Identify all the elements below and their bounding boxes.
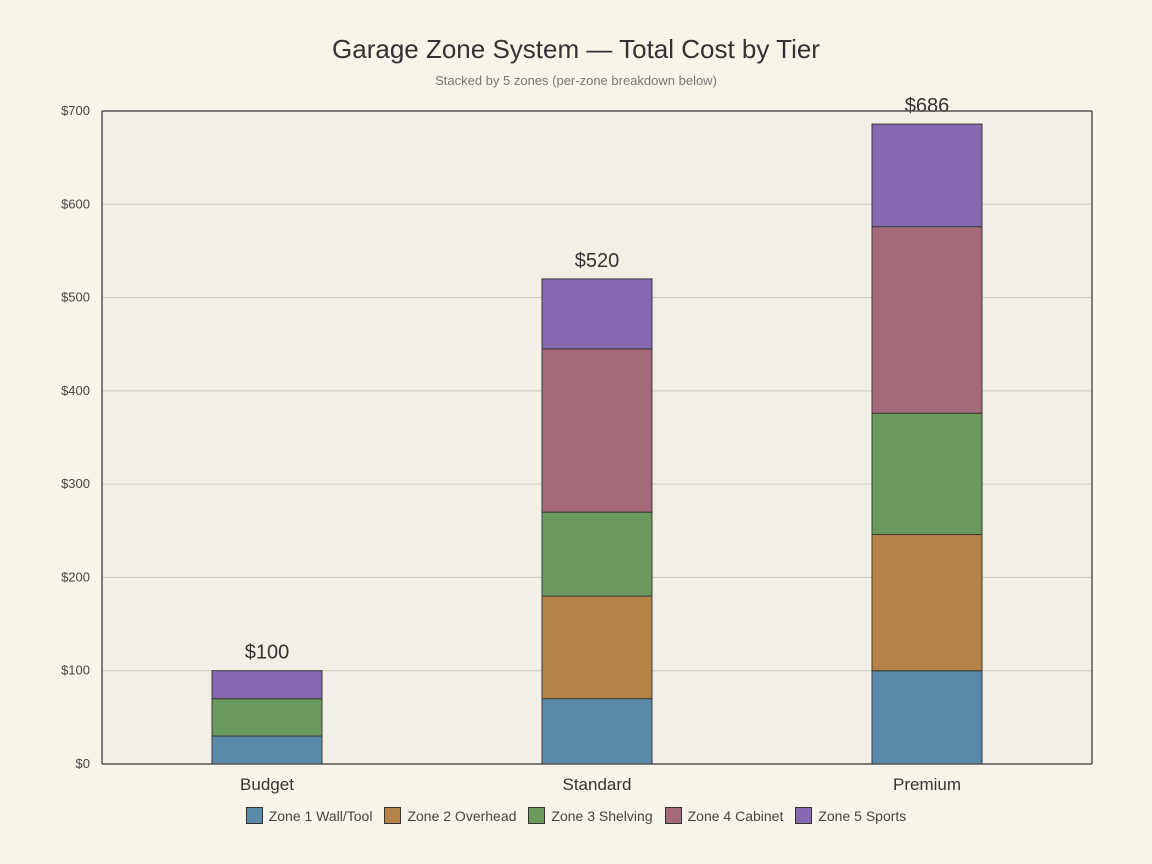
legend-swatch	[384, 807, 402, 824]
legend-item: Zone 2 Overhead	[384, 807, 516, 824]
y-tick-label: $600	[61, 196, 90, 211]
bar-segment	[541, 278, 653, 350]
y-tick-label: $300	[61, 476, 90, 491]
legend-swatch	[664, 807, 682, 824]
bar-total-label: $100	[245, 642, 290, 664]
legend-swatch	[795, 807, 813, 824]
x-tick-label: Premium	[893, 775, 961, 794]
bar-segment	[541, 698, 653, 765]
legend-label: Zone 5 Sports	[818, 807, 907, 824]
x-tick-label: Standard	[563, 775, 632, 794]
legend-label: Zone 4 Cabinet	[687, 807, 784, 824]
bar-segment	[211, 735, 323, 765]
y-tick-label: $400	[61, 383, 90, 398]
bar-segment	[211, 698, 323, 737]
bar-segment	[541, 511, 653, 597]
legend-label: Zone 1 Wall/Tool	[268, 807, 373, 824]
legend-label: Zone 2 Overhead	[407, 807, 517, 824]
bar-segment	[871, 534, 983, 672]
y-tick-label: $100	[61, 663, 90, 678]
bar-segment	[871, 226, 983, 414]
legend-item: Zone 5 Sports	[795, 807, 906, 824]
y-tick-label: $700	[61, 103, 90, 118]
legend-swatch	[245, 807, 263, 824]
legend-item: Zone 4 Cabinet	[664, 807, 784, 824]
bar-total-label: $520	[575, 250, 620, 272]
bar-segment	[541, 348, 653, 513]
y-tick-label: $200	[61, 569, 90, 584]
chart-subtitle: Stacked by 5 zones (per-zone breakdown b…	[435, 73, 717, 88]
legend-label: Zone 3 Shelving	[551, 807, 653, 824]
legend-item: Zone 3 Shelving	[528, 807, 653, 824]
bar-segment	[871, 412, 983, 536]
y-tick-label: $0	[76, 756, 90, 771]
legend-item: Zone 1 Wall/Tool	[245, 807, 373, 824]
bar-segment	[871, 123, 983, 228]
bar-segment	[871, 670, 983, 765]
legend-swatch	[528, 807, 546, 824]
chart-legend: Zone 1 Wall/Tool Zone 2 Overhead Zone 3 Sh…	[0, 807, 1152, 824]
bar-total-label: $686	[905, 95, 950, 117]
bar-segment	[541, 595, 653, 700]
y-tick-label: $500	[61, 290, 90, 305]
bar-segment	[211, 670, 323, 700]
x-tick-label: Budget	[240, 775, 294, 794]
chart-title: Garage Zone System — Total Cost by Tier	[332, 34, 820, 64]
